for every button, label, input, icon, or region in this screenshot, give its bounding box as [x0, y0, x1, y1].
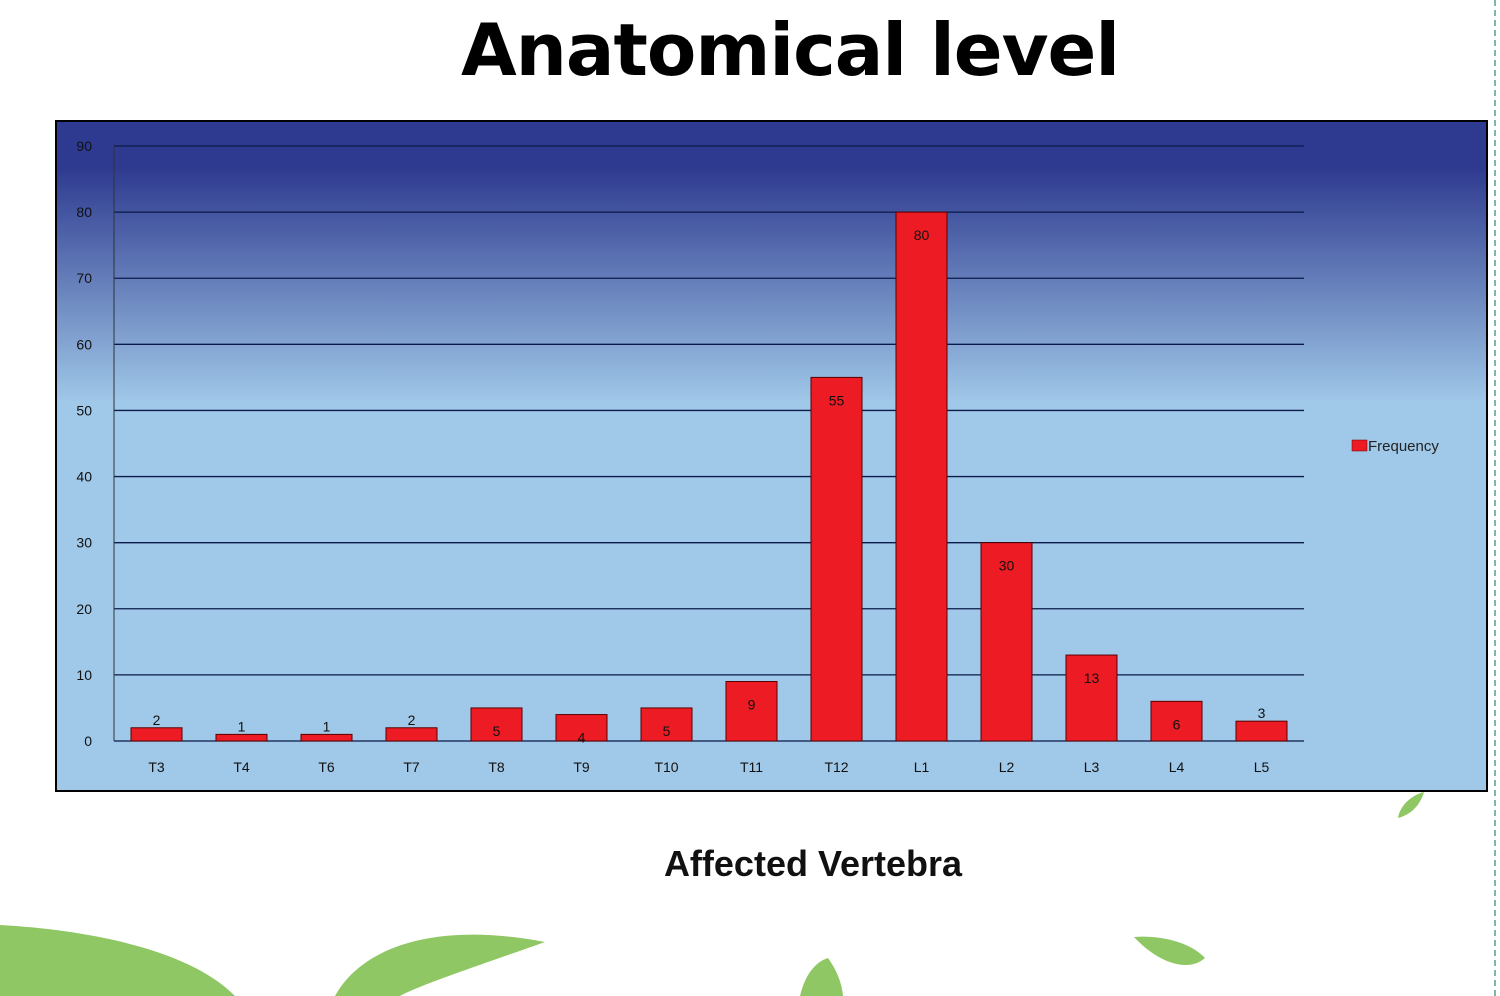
- bar-t10: [640, 707, 693, 742]
- x-tick-label: L5: [1254, 759, 1270, 775]
- data-label: 3: [1258, 705, 1266, 721]
- y-tick-label: 0: [84, 733, 92, 749]
- x-tick-label: L2: [999, 759, 1015, 775]
- y-tick-label: 10: [76, 667, 92, 683]
- x-tick-label: T11: [740, 759, 763, 775]
- legend: Frequency: [1351, 438, 1439, 455]
- x-tick-label: T4: [233, 759, 250, 775]
- data-label: 13: [1084, 670, 1100, 686]
- bar-t9: [555, 714, 608, 742]
- data-label: 4: [578, 730, 586, 746]
- x-tick-label: T6: [318, 759, 335, 775]
- y-axis-ticks: 0 10 20 30 40 50 60 70 80 90: [76, 138, 92, 749]
- data-label: 80: [914, 227, 930, 243]
- x-tick-label: L1: [914, 759, 930, 775]
- bar-l1: [895, 211, 948, 742]
- data-label: 9: [748, 697, 756, 713]
- x-tick-label: T7: [403, 759, 420, 775]
- bars: [130, 211, 1288, 742]
- bar-t4: [215, 733, 268, 742]
- x-tick-label: L4: [1169, 759, 1185, 775]
- bar-l3: [1065, 654, 1118, 742]
- bar-t8: [470, 707, 523, 742]
- bar-t11: [725, 681, 778, 742]
- bar-t6: [300, 733, 353, 742]
- x-tick-label: L3: [1084, 759, 1100, 775]
- x-tick-label: T8: [488, 759, 505, 775]
- slide-edge: [1494, 0, 1500, 996]
- bar-l5: [1235, 720, 1288, 742]
- x-tick-label: T9: [573, 759, 590, 775]
- gridlines: [114, 145, 1304, 742]
- y-tick-label: 80: [76, 204, 92, 220]
- data-label: 55: [829, 392, 845, 408]
- legend-swatch: [1351, 439, 1368, 452]
- bar-t3: [130, 727, 183, 742]
- data-label: 2: [153, 712, 161, 728]
- data-label: 1: [238, 718, 246, 734]
- data-label: 30: [999, 558, 1015, 574]
- y-tick-label: 60: [76, 336, 92, 352]
- data-labels: 2 1 1 2 5 4 5 9 55 80 30 13 6 3: [153, 227, 1266, 745]
- y-tick-label: 90: [76, 138, 92, 154]
- data-label: 1: [323, 718, 331, 734]
- plot-background: [55, 120, 1488, 792]
- x-tick-label: T12: [824, 759, 848, 775]
- x-tick-label: T3: [148, 759, 165, 775]
- bar-l4: [1150, 700, 1203, 742]
- chart-title: Anatomical level: [460, 8, 1120, 92]
- bar-l2: [980, 542, 1033, 742]
- data-label: 5: [493, 723, 501, 739]
- data-label: 2: [408, 712, 416, 728]
- x-axis-ticks: T3 T4 T6 T7 T8 T9 T10 T11 T12 L1 L2 L3 L4 L5: [148, 759, 1269, 775]
- x-tick-label: T10: [654, 759, 678, 775]
- y-tick-label: 50: [76, 402, 92, 418]
- data-label: 6: [1173, 716, 1181, 732]
- y-tick-label: 30: [76, 535, 92, 551]
- y-tick-label: 20: [76, 601, 92, 617]
- bar-t12: [810, 376, 863, 742]
- data-label: 5: [663, 723, 671, 739]
- bar-t7: [385, 727, 438, 742]
- y-tick-label: 70: [76, 270, 92, 286]
- legend-label: Frequency: [1368, 438, 1439, 455]
- y-tick-label: 40: [76, 469, 92, 485]
- x-axis-label: Affected Vertebra: [663, 843, 963, 884]
